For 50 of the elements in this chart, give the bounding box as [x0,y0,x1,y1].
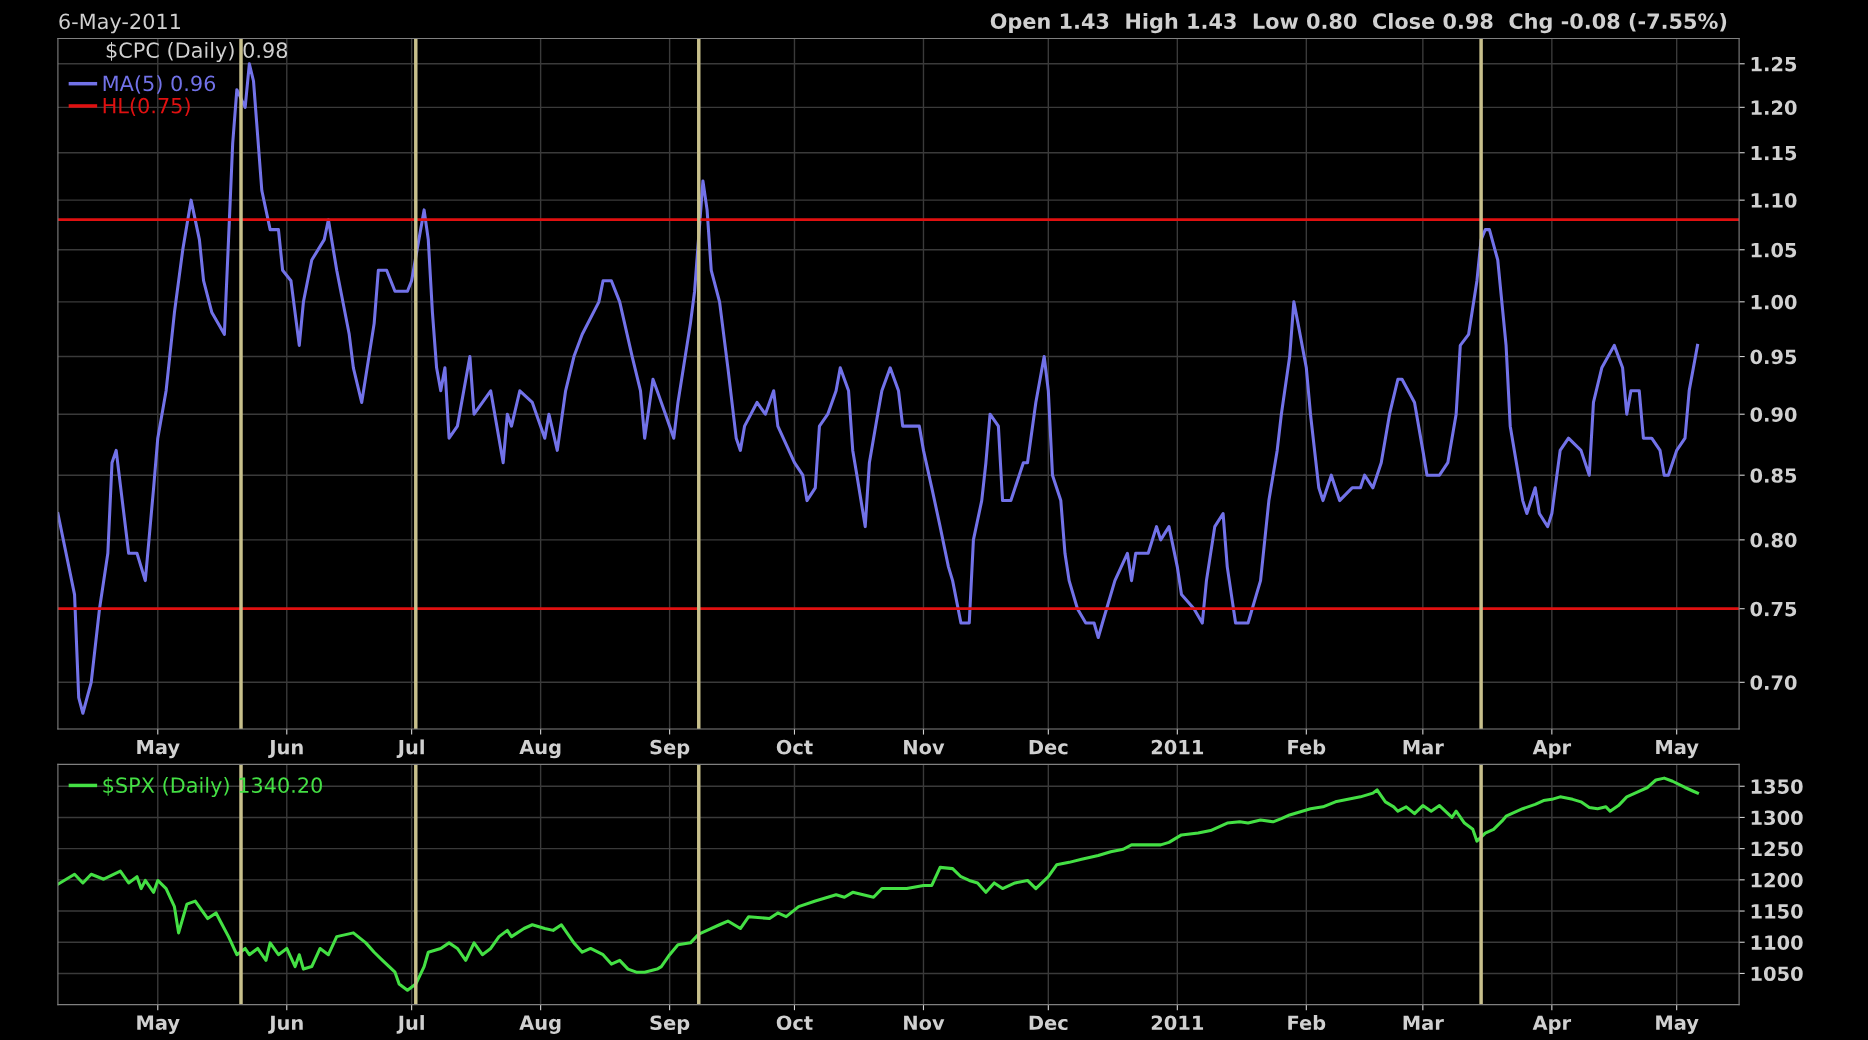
y-tick-label: 1.10 [1751,193,1797,208]
x-tick-label: Aug [519,1015,561,1034]
y-tick-label: 0.90 [1750,407,1797,422]
y-tick-label: 0.80 [1750,532,1797,548]
y-tick-label: 0.85 [1750,468,1797,483]
x-tick-label: May [137,739,180,759]
x-tick-label: Nov [904,740,945,755]
x-tick-label: Apr [1532,1015,1572,1034]
text: 6-May-2011 [59,13,180,34]
y-tick-label: 1.05 [1751,242,1797,258]
legend-label: MA(5) 0.96 [103,75,216,94]
x-tick-label: Mar [1403,740,1444,755]
x-tick-label: Feb [1288,1015,1326,1031]
x-tick-label: Oct [776,1015,813,1031]
x-tick-label: Jul [396,739,424,759]
y-tick-label: 0.75 [1750,601,1797,617]
x-tick-label: Nov [904,1015,945,1031]
y-tick-label: 1.15 [1751,145,1797,161]
x-tick-label: Sep [650,739,690,759]
y-tick-label: 1200 [1751,872,1803,888]
y-tick-label: 1050 [1751,966,1803,982]
y-tick-label: 0.95 [1750,349,1797,365]
y-tick-label: 1300 [1751,810,1803,826]
x-tick-label: Jul [396,1015,424,1034]
x-tick-label: 2011 [1151,739,1204,755]
y-tick-label: 1250 [1751,841,1803,857]
y-tick-label: 1.20 [1751,100,1797,115]
y-tick-label: 1.00 [1751,294,1797,310]
x-tick-label: Dec [1029,1015,1068,1031]
y-tick-label: 1100 [1751,935,1803,950]
x-tick-label: Apr [1532,740,1572,759]
x-tick-label: May [1656,1015,1699,1034]
text: Open 1.43 High 1.43 Low 0.80 Close 0.98 Chg -0.08 (-7.55%) [990,12,1727,34]
x-tick-label: Feb [1288,739,1326,755]
x-tick-label: Jun [268,740,303,759]
x-tick-label: May [137,1015,180,1034]
x-tick-label: Jun [268,1015,303,1034]
x-tick-label: 2011 [1151,1015,1204,1031]
x-tick-label: Aug [519,739,561,759]
y-tick-label: 1350 [1751,779,1803,794]
legend-label: HL(0.75) [103,97,190,116]
x-tick-label: Dec [1029,740,1068,755]
x-tick-label: Sep [650,1015,690,1034]
x-tick-label: Mar [1403,1015,1444,1031]
y-tick-label: 0.70 [1750,675,1797,690]
y-tick-label: 1150 [1751,904,1803,919]
y-tick-label: 1.25 [1751,56,1797,72]
x-tick-label: Oct [776,739,813,755]
x-tick-label: May [1656,739,1699,759]
chart-title: $CPC (Daily) 0.98 [106,41,288,63]
